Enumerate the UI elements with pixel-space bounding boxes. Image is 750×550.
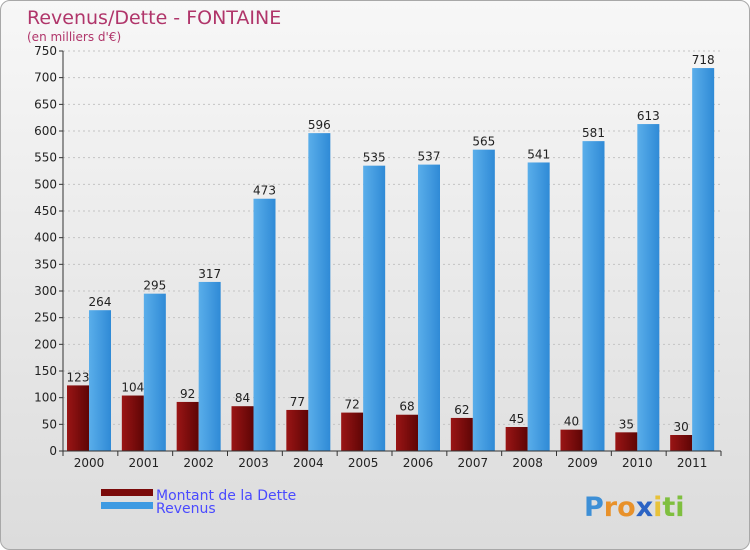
dette-bar (67, 385, 89, 451)
y-tick-label: 300 (34, 284, 57, 298)
y-tick-label: 50 (42, 417, 57, 431)
data-label: 581 (582, 126, 605, 140)
data-label: 718 (692, 53, 715, 67)
y-tick-label: 550 (34, 151, 57, 165)
data-label: 565 (472, 135, 495, 149)
x-tick-label: 2010 (622, 456, 653, 470)
proxiti-letter: r (604, 492, 618, 523)
x-tick-label: 2003 (238, 456, 269, 470)
y-tick-label: 100 (34, 391, 57, 405)
x-tick-label: 2004 (293, 456, 324, 470)
x-axis: 2000 2001 2002 2003 2004 2005 2006 2007 2008 2009… (62, 450, 722, 470)
data-label: 62 (454, 403, 469, 417)
x-tick-label: 2007 (458, 456, 489, 470)
proxiti-letter: i (675, 492, 684, 523)
data-label: 35 (619, 417, 634, 431)
data-label: 72 (345, 398, 360, 412)
x-tick-label: 2000 (74, 456, 105, 470)
dette-bar (231, 406, 254, 451)
revenus-bar (253, 198, 276, 451)
proxiti-wordmark: Proxiti (584, 492, 685, 523)
y-tick-label: 450 (34, 204, 57, 218)
revenus-bar (418, 164, 440, 451)
data-label: 264 (89, 295, 112, 309)
dette-bar (121, 395, 144, 451)
chart-subtitle: (en milliers d'€) (27, 30, 121, 44)
data-label: 473 (253, 184, 276, 198)
data-label: 68 (399, 400, 414, 414)
data-label: 84 (235, 391, 250, 405)
proxiti-letter: P (584, 492, 604, 523)
y-tick-label: 350 (34, 257, 57, 271)
data-label: 30 (674, 420, 689, 434)
dette-bar (505, 427, 528, 451)
y-tick-label: 650 (34, 97, 57, 111)
data-label: 537 (418, 150, 441, 164)
data-label: 535 (363, 151, 386, 165)
legend-label: Revenus (156, 501, 216, 517)
x-tick-label: 2005 (348, 456, 379, 470)
revenus-bar (89, 310, 111, 451)
y-tick-label: 750 (34, 44, 57, 58)
x-tick-label: 2009 (567, 456, 598, 470)
dette-bar (450, 417, 473, 451)
revenus-bar (692, 68, 715, 452)
y-tick-label: 600 (34, 124, 57, 138)
legend-label: Montant de la Dette (156, 488, 296, 504)
dette-bar (615, 432, 638, 451)
y-tick-label: 150 (34, 364, 57, 378)
revenus-bar (527, 162, 550, 451)
revenus-bar (198, 281, 221, 451)
x-tick-label: 2002 (183, 456, 214, 470)
data-label: 317 (198, 267, 221, 281)
dette-bar (670, 435, 693, 451)
chart-title: Revenus/Dette - FONTAINE (27, 7, 281, 29)
data-label: 40 (564, 415, 579, 429)
data-label: 123 (67, 370, 90, 384)
revenus-bar (637, 124, 660, 452)
x-tick-label: 2011 (677, 456, 708, 470)
proxiti-letter: t (662, 492, 675, 523)
dette-bar (286, 409, 309, 451)
y-tick-label: 500 (34, 177, 57, 191)
bars: 123 264 104 295 92 317 84 473 77 596 72 535 68 537 62 5… (67, 53, 715, 452)
legend-swatch (101, 502, 153, 509)
y-tick-label: 400 (34, 231, 57, 245)
data-label: 92 (180, 387, 195, 401)
y-axis: 0 50 100 150 200 250 300 350 400 450 500 550 600 650 7… (34, 44, 64, 458)
y-tick-label: 250 (34, 311, 57, 325)
data-label: 77 (290, 395, 305, 409)
revenus-bar (308, 133, 331, 451)
data-label: 613 (637, 109, 660, 123)
dette-bar (396, 414, 418, 451)
dette-bar (560, 429, 583, 451)
proxiti-letter: o (617, 492, 636, 523)
data-label: 541 (527, 147, 550, 161)
data-label: 104 (121, 381, 144, 395)
x-tick-label: 2001 (129, 456, 160, 470)
proxiti-logo: Proxiti (584, 492, 685, 523)
data-label: 45 (509, 412, 524, 426)
data-label: 596 (308, 118, 331, 132)
y-tick-label: 700 (34, 71, 57, 85)
revenus-bar (582, 141, 605, 451)
revenus-bar (363, 165, 386, 451)
revenus-bar (472, 149, 495, 451)
x-tick-label: 2006 (403, 456, 434, 470)
revenus-bar (143, 293, 166, 451)
y-tick-label: 0 (49, 444, 57, 458)
y-tick-label: 200 (34, 337, 57, 351)
dette-bar (176, 401, 199, 451)
data-label: 295 (143, 279, 166, 293)
x-tick-label: 2008 (512, 456, 543, 470)
proxiti-letter: x (636, 492, 653, 523)
proxiti-letter: i (653, 492, 662, 523)
dette-bar (341, 412, 364, 451)
legend-swatch (101, 489, 153, 496)
